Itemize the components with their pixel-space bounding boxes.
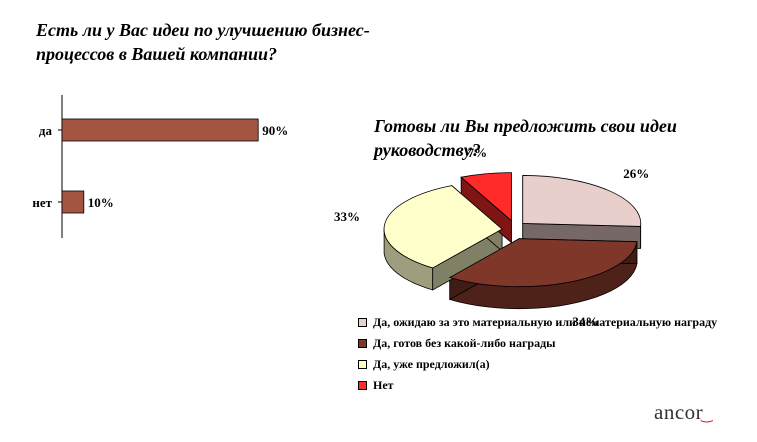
ancor-logo: ancor‿ bbox=[654, 400, 713, 424]
legend-label: Нет bbox=[373, 378, 394, 392]
legend-item: Нет bbox=[358, 375, 717, 396]
bar-category-label: нет bbox=[32, 195, 52, 210]
legend-item: Да, уже предложил(а) bbox=[358, 354, 717, 375]
bar-chart: да 90% нет 10% bbox=[32, 95, 288, 238]
pie-value-label: 26% bbox=[623, 166, 649, 181]
bar-category-label: да bbox=[39, 123, 53, 138]
pie-value-label: 7% bbox=[468, 145, 488, 160]
pie-value-label: 33% bbox=[334, 209, 360, 224]
legend-label: Да, уже предложил(а) bbox=[373, 357, 490, 371]
pie-slice-1 bbox=[448, 238, 638, 288]
pie-slice-3 bbox=[460, 172, 512, 222]
legend-swatch bbox=[358, 360, 367, 369]
bar-0 bbox=[61, 118, 259, 142]
pie-slice-0 bbox=[522, 175, 642, 227]
pie-tops bbox=[383, 172, 642, 288]
legend-item: Да, готов без какой-либо награды bbox=[358, 333, 717, 354]
pie-labels: 26% 34% 33% 7% bbox=[334, 145, 649, 329]
legend-label: Да, ожидаю за это материальную или немат… bbox=[373, 315, 718, 329]
legend-item: Да, ожидаю за это материальную или немат… bbox=[358, 312, 717, 333]
pie-slice-2 bbox=[383, 185, 503, 269]
legend-swatch bbox=[358, 381, 367, 390]
pie-value-label: 34% bbox=[572, 314, 598, 329]
bar-chart-title: Есть ли у Вас идеи по улучшению бизнес-п… bbox=[36, 20, 370, 64]
bar-value-label: 90% bbox=[262, 123, 288, 138]
legend-swatch bbox=[358, 318, 367, 327]
pie-chart-title: Готовы ли Вы предложить свои идеи руково… bbox=[374, 116, 677, 160]
legend-label: Да, готов без какой-либо награды bbox=[373, 336, 556, 350]
legend-swatch bbox=[358, 339, 367, 348]
pie-legend: Да, ожидаю за это материальную или немат… bbox=[358, 312, 717, 396]
bar-1 bbox=[61, 190, 85, 214]
bar-value-label: 10% bbox=[88, 195, 114, 210]
pie-chart: 26% 34% 33% 7% bbox=[334, 145, 649, 329]
